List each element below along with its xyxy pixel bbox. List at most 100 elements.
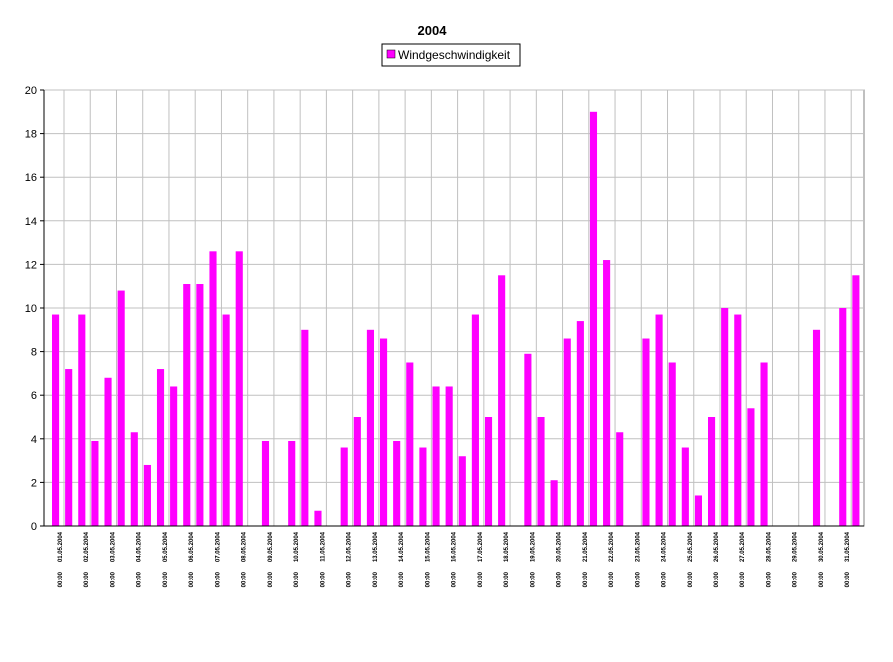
x-tick-date: 27.05.2004 — [740, 531, 746, 562]
bar — [301, 329, 309, 526]
x-tick-time: 00:00 — [819, 571, 825, 587]
x-tick-date: 21.05.2004 — [583, 531, 589, 562]
x-tick-date: 17.05.2004 — [478, 531, 484, 562]
legend-swatch — [386, 49, 396, 59]
x-tick-time: 00:00 — [425, 571, 431, 587]
x-tick-date: 12.05.2004 — [347, 531, 353, 562]
bar — [143, 464, 151, 526]
y-tick-label: 10 — [25, 303, 37, 315]
bar — [183, 284, 191, 526]
bar — [589, 111, 598, 527]
x-tick-label: 28.05.2004 00:00 — [766, 531, 772, 587]
x-tick-time: 00:00 — [215, 571, 221, 587]
x-tick-label: 20.05.2004 00:00 — [557, 531, 563, 587]
x-tick-date: 20.05.2004 — [557, 531, 563, 562]
x-tick-time: 00:00 — [740, 571, 746, 587]
x-tick-label: 29.05.2004 00:00 — [793, 531, 799, 587]
x-tick-label: 09.05.2004 00:00 — [268, 531, 274, 587]
bar — [393, 440, 401, 526]
x-tick-label: 03.05.2004 00:00 — [110, 531, 116, 587]
bar — [524, 353, 532, 526]
bar — [747, 408, 755, 526]
x-tick-date: 26.05.2004 — [714, 531, 720, 562]
bar — [65, 369, 73, 526]
x-tick-time: 00:00 — [478, 571, 484, 587]
y-tick-label: 8 — [31, 347, 37, 359]
x-tick-date: 05.05.2004 — [163, 531, 169, 562]
bar — [156, 369, 165, 526]
bar — [419, 447, 427, 526]
x-tick-label: 12.05.2004 00:00 — [347, 531, 353, 587]
x-tick-date: 06.05.2004 — [189, 531, 195, 562]
x-tick-label: 04.05.2004 00:00 — [137, 531, 143, 587]
x-tick-time: 00:00 — [268, 571, 274, 587]
x-tick-date: 09.05.2004 — [268, 531, 274, 562]
x-tick-date: 29.05.2004 — [793, 531, 799, 562]
x-tick-date: 15.05.2004 — [425, 531, 431, 562]
x-tick-date: 18.05.2004 — [504, 531, 510, 562]
x-tick-label: 31.05.2004 00:00 — [845, 531, 851, 587]
x-tick-date: 25.05.2004 — [688, 531, 694, 562]
bar — [603, 260, 611, 526]
x-tick-time: 00:00 — [373, 571, 379, 587]
bar — [537, 417, 545, 526]
x-tick-time: 00:00 — [242, 571, 248, 587]
bar — [760, 362, 768, 526]
bar — [130, 432, 138, 526]
x-tick-label: 17.05.2004 00:00 — [478, 531, 484, 587]
x-tick-time: 00:00 — [294, 571, 300, 587]
x-tick-label: 30.05.2004 00:00 — [819, 531, 825, 587]
x-tick-time: 00:00 — [793, 571, 799, 587]
x-tick-time: 00:00 — [137, 571, 143, 587]
bar — [209, 251, 217, 526]
bar — [458, 456, 466, 526]
x-tick-date: 31.05.2004 — [845, 531, 851, 562]
x-tick-label: 23.05.2004 00:00 — [635, 531, 641, 587]
x-tick-date: 23.05.2004 — [635, 531, 641, 562]
x-tick-label: 08.05.2004 00:00 — [242, 531, 248, 587]
x-tick-time: 00:00 — [688, 571, 694, 587]
y-tick-label: 12 — [25, 259, 37, 271]
bar — [576, 321, 584, 526]
x-tick-label: 10.05.2004 00:00 — [294, 531, 300, 587]
bar — [104, 377, 112, 526]
bar — [471, 314, 479, 526]
x-tick-date: 08.05.2004 — [242, 531, 248, 562]
bar — [340, 447, 348, 526]
bar — [222, 314, 230, 526]
chart-title: 2004 — [418, 23, 448, 38]
bar — [91, 440, 99, 526]
x-tick-label: 21.05.2004 00:00 — [583, 531, 589, 587]
bar — [734, 314, 742, 526]
y-tick-label: 4 — [31, 434, 37, 446]
x-tick-date: 10.05.2004 — [294, 531, 300, 562]
bar — [681, 447, 689, 526]
bar — [839, 308, 847, 526]
x-tick-time: 00:00 — [557, 571, 563, 587]
x-tick-label: 18.05.2004 00:00 — [504, 531, 510, 587]
x-tick-label: 26.05.2004 00:00 — [714, 531, 720, 587]
y-tick-label: 16 — [25, 172, 37, 184]
legend-label: Windgeschwindigkeit — [398, 48, 511, 62]
x-tick-time: 00:00 — [583, 571, 589, 587]
x-tick-label: 07.05.2004 00:00 — [215, 531, 221, 587]
x-tick-label: 25.05.2004 00:00 — [688, 531, 694, 587]
x-tick-label: 11.05.2004 00:00 — [320, 531, 326, 587]
x-tick-label: 14.05.2004 00:00 — [399, 531, 405, 587]
x-tick-time: 00:00 — [530, 571, 536, 587]
bar — [353, 417, 361, 526]
bar — [117, 290, 125, 526]
x-tick-time: 00:00 — [766, 571, 772, 587]
x-tick-date: 24.05.2004 — [662, 531, 668, 562]
x-tick-label: 05.05.2004 00:00 — [163, 531, 169, 587]
x-tick-time: 00:00 — [320, 571, 326, 587]
x-tick-date: 14.05.2004 — [399, 531, 405, 562]
bar — [616, 432, 624, 526]
bar — [52, 314, 60, 526]
legend-box — [381, 43, 521, 67]
x-tick-time: 00:00 — [189, 571, 195, 587]
x-tick-time: 00:00 — [399, 571, 405, 587]
x-tick-date: 07.05.2004 — [215, 531, 221, 562]
bar — [78, 314, 86, 526]
x-tick-time: 00:00 — [84, 571, 90, 587]
